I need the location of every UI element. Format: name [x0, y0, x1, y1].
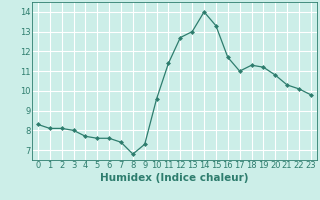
- X-axis label: Humidex (Indice chaleur): Humidex (Indice chaleur): [100, 173, 249, 183]
